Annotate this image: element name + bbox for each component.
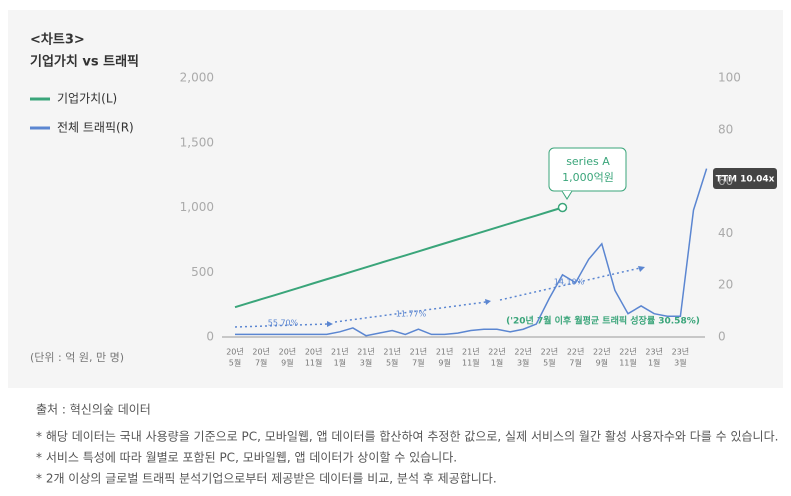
callout-text: 1,000억원 xyxy=(562,171,614,184)
x-tick-label: 22년 xyxy=(488,347,506,357)
chart-panel xyxy=(8,10,783,388)
y-tick-label: 1,000 xyxy=(180,200,214,214)
y2-tick-label: 100 xyxy=(718,71,741,85)
x-tick-label: 11월 xyxy=(462,358,480,368)
growth-label: 14.10% xyxy=(554,278,585,287)
x-tick-label: 7월 xyxy=(412,358,424,368)
x-tick-label: 1월 xyxy=(334,358,346,368)
x-tick-label: 1월 xyxy=(491,358,503,368)
x-tick-label: 23년 xyxy=(645,347,663,357)
x-tick-label: 21년 xyxy=(357,347,375,357)
footer-note: * 서비스 특성에 따라 월별로 포함된 PC, 모바일웹, 앱 데이터가 상이… xyxy=(36,451,457,465)
y2-tick-label: 80 xyxy=(718,122,733,136)
x-tick-label: 7월 xyxy=(569,358,581,368)
x-tick-label: 22년 xyxy=(593,347,611,357)
x-tick-label: 22년 xyxy=(541,347,559,357)
y2-tick-label: 40 xyxy=(718,226,733,240)
badge-text: TTM 10.04x xyxy=(716,175,775,185)
x-tick-label: 21년 xyxy=(383,347,401,357)
x-tick-label: 20년 xyxy=(226,347,244,357)
x-tick-label: 20년 xyxy=(252,347,270,357)
y2-tick-label: 0 xyxy=(718,330,726,344)
y2-tick-label: 60 xyxy=(718,174,733,188)
series-line xyxy=(234,206,563,309)
footer-source: 출처 : 혁신의숲 데이터 xyxy=(36,403,151,417)
chart-title: 기업가치 vs 트래픽 xyxy=(30,54,139,70)
x-tick-label: 9월 xyxy=(596,358,608,368)
x-tick-label: 21년 xyxy=(331,347,349,357)
callout-box xyxy=(548,147,627,192)
x-tick-label: 22년 xyxy=(567,347,585,357)
y-tick-label: 500 xyxy=(191,265,214,279)
x-tick-label: 5월 xyxy=(229,358,241,368)
x-tick-label: 5월 xyxy=(543,358,555,368)
plot: 05001,0001,5002,00002040608010020년5월20년7… xyxy=(30,71,741,368)
series-line xyxy=(235,168,708,337)
x-tick-label: 9월 xyxy=(281,358,293,368)
footer-note: * 2개 이상의 글로벌 트래픽 분석기업으로부터 제공받은 데이터를 비교, … xyxy=(36,472,497,486)
x-tick-label: 20년 xyxy=(305,347,323,357)
x-tick-label: 22년 xyxy=(619,347,637,357)
callout-text: series A xyxy=(566,155,610,168)
growth-label: 55.70% xyxy=(268,319,299,328)
y2-tick-label: 20 xyxy=(718,278,733,292)
growth-arrows xyxy=(234,267,641,328)
x-tick-label: 22년 xyxy=(514,347,532,357)
x-tick-label: 3월 xyxy=(360,358,372,368)
x-tick-label: 5월 xyxy=(386,358,398,368)
chart-label: <차트3> xyxy=(30,32,85,48)
x-tick-label: 9월 xyxy=(438,358,450,368)
y-tick-label: 1,500 xyxy=(180,135,214,149)
y-tick-label: 2,000 xyxy=(180,71,214,85)
x-tick-label: 21년 xyxy=(462,347,480,357)
callout-pointer xyxy=(561,190,573,200)
legend-label: 기업가치(L) xyxy=(57,92,117,106)
x-tick-label: 1월 xyxy=(648,358,660,368)
x-tick-label: 7월 xyxy=(255,358,267,368)
footer-note: * 해당 데이터는 국내 사용량을 기준으로 PC, 모바일웹, 앱 데이터를 … xyxy=(36,430,778,444)
x-tick-label: 3월 xyxy=(674,358,686,368)
x-tick-label: 11월 xyxy=(305,358,323,368)
x-tick-label: 21년 xyxy=(436,347,454,357)
y-tick-label: 0 xyxy=(206,330,214,344)
unit-note: (단위 : 억 원, 만 명) xyxy=(30,351,124,364)
legend-label: 전체 트래픽(R) xyxy=(57,121,134,135)
badge xyxy=(713,168,777,189)
growth-label: 11.77% xyxy=(396,310,427,319)
growth-note: ('20년 7월 이후 월평균 트래픽 성장률 30.58%) xyxy=(506,315,700,327)
x-tick-label: 23년 xyxy=(672,347,690,357)
end-marker xyxy=(557,202,568,213)
arrow-heads xyxy=(327,266,645,327)
x-tick-label: 21년 xyxy=(410,347,428,357)
x-tick-label: 11월 xyxy=(619,358,637,368)
x-tick-label: 20년 xyxy=(279,347,297,357)
x-tick-label: 3월 xyxy=(517,358,529,368)
